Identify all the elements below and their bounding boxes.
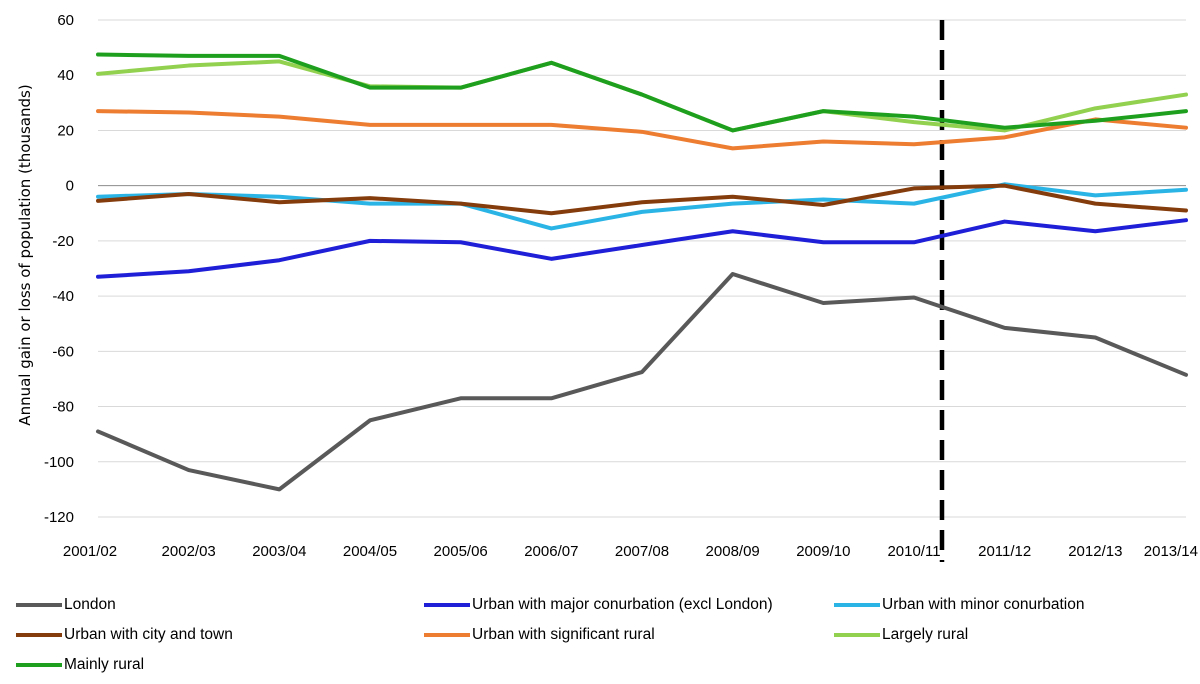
- series-line-mainly-rural: [96, 52, 1188, 133]
- legend-item: London: [16, 592, 116, 618]
- legend-label: Largely rural: [882, 626, 969, 643]
- x-axis-ticks: 2001/02 2002/03 2003/04 2004/05 2005/06 2006/…: [63, 543, 1198, 560]
- x-tick-label: 2006/07: [524, 543, 578, 560]
- y-tick-label: -100: [44, 454, 74, 471]
- y-tick-label: -120: [44, 509, 74, 526]
- x-tick-label: 2007/08: [615, 543, 669, 560]
- x-tick-label: 2008/09: [706, 543, 760, 560]
- y-tick-label: 40: [57, 67, 74, 84]
- legend-swatch: [834, 633, 880, 637]
- legend-label: Mainly rural: [64, 656, 145, 673]
- series-lines: [96, 52, 1188, 492]
- x-tick-label: 2002/03: [162, 543, 216, 560]
- x-tick-label: 2013/14: [1144, 543, 1198, 560]
- grid-lines: [98, 19, 1186, 518]
- x-tick-label: 2010/11: [887, 543, 940, 560]
- legend-item: Urban with major conurbation (excl Londo…: [424, 592, 773, 618]
- legend-swatch: [16, 663, 62, 667]
- legend-item: Largely rural: [834, 622, 968, 648]
- x-tick-label: 2009/10: [796, 543, 850, 560]
- series-line-london: [96, 272, 1188, 492]
- y-tick-label: -60: [52, 343, 74, 360]
- y-axis-label: Annual gain or loss of population (thous…: [16, 84, 34, 425]
- legend-label: Urban with major conurbation (excl Londo…: [472, 596, 773, 613]
- legend-swatch: [16, 633, 62, 637]
- y-axis-ticks: 60 40 20 0 -20 -40 -60 -80 -100 -120: [44, 12, 74, 526]
- y-tick-label: -20: [52, 233, 74, 250]
- y-tick-label: -80: [52, 399, 74, 416]
- x-tick-label: 2004/05: [343, 543, 397, 560]
- x-tick-label: 2005/06: [434, 543, 488, 560]
- legend-label: London: [64, 596, 116, 613]
- legend-item: Mainly rural: [16, 652, 144, 678]
- series-line-urban-with-significant-rural: [96, 109, 1188, 151]
- legend-item: Urban with significant rural: [424, 622, 655, 648]
- legend-label: Urban with minor conurbation: [882, 596, 1085, 613]
- legend-swatch: [424, 603, 470, 607]
- legend-item: Urban with minor conurbation: [834, 592, 1084, 618]
- y-tick-label: 60: [57, 12, 74, 29]
- legend-swatch: [424, 633, 470, 637]
- x-tick-label: 2003/04: [252, 543, 306, 560]
- legend-item: Urban with city and town: [16, 622, 233, 648]
- x-tick-label: 2011/12: [978, 543, 1031, 560]
- series-line-urban-with-major-conurbation-excl-london: [96, 218, 1188, 279]
- y-tick-label: -40: [52, 288, 74, 305]
- series-line-urban-with-city-and-town: [96, 183, 1188, 216]
- legend-label: Urban with significant rural: [472, 626, 655, 643]
- y-tick-label: 0: [66, 178, 74, 195]
- legend: London Urban with major conurbation (excl…: [16, 592, 1196, 682]
- y-tick-label: 20: [57, 122, 74, 139]
- legend-swatch: [834, 603, 880, 607]
- legend-label: Urban with city and town: [64, 626, 233, 643]
- x-tick-label: 2012/13: [1068, 543, 1122, 560]
- legend-swatch: [16, 603, 62, 607]
- line-chart: 60 40 20 0 -20 -40 -60 -80 -100 -120 2001/02 2002/…: [16, 12, 1198, 562]
- x-tick-label: 2001/02: [63, 543, 117, 560]
